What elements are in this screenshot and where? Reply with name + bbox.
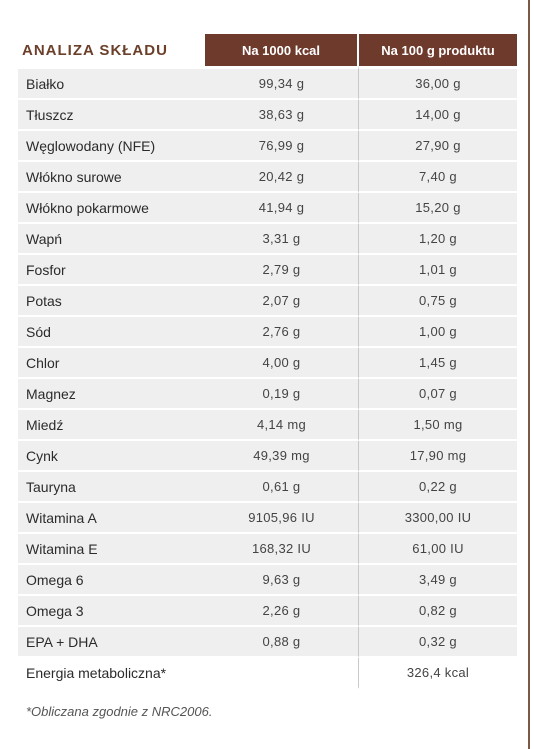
table-body: Białko 99,34 g 36,00 g Tłuszcz 38,63 g 14,00 … — [18, 66, 517, 689]
nutrient-name: EPA + DHA — [18, 627, 205, 658]
nutrient-name: Energia metaboliczna* — [18, 658, 205, 689]
table-row: Sód 2,76 g 1,00 g — [18, 317, 517, 348]
nutrient-name: Tauryna — [18, 472, 205, 503]
value-per-100-g: 3300,00 IU — [359, 503, 517, 534]
nutrient-name: Wapń — [18, 224, 205, 255]
nutrient-name: Cynk — [18, 441, 205, 472]
table-row: Włókno surowe 20,42 g 7,40 g — [18, 162, 517, 193]
table-row: Witamina A 9105,96 IU 3300,00 IU — [18, 503, 517, 534]
table-row: Miedź 4,14 mg 1,50 mg — [18, 410, 517, 441]
value-per-1000-kcal: 2,79 g — [205, 255, 359, 286]
table-row: Węglowodany (NFE) 76,99 g 27,90 g — [18, 131, 517, 162]
table-row: EPA + DHA 0,88 g 0,32 g — [18, 627, 517, 658]
nutrient-name: Miedź — [18, 410, 205, 441]
value-per-1000-kcal: 0,19 g — [205, 379, 359, 410]
value-per-100-g: 17,90 mg — [359, 441, 517, 472]
value-per-100-g: 15,20 g — [359, 193, 517, 224]
value-per-1000-kcal: 0,88 g — [205, 627, 359, 658]
value-per-1000-kcal: 3,31 g — [205, 224, 359, 255]
value-per-100-g: 1,45 g — [359, 348, 517, 379]
composition-table: ANALIZA SKŁADU Na 1000 kcal Na 100 g pro… — [18, 34, 517, 689]
value-per-100-g: 0,32 g — [359, 627, 517, 658]
table-row: Białko 99,34 g 36,00 g — [18, 66, 517, 100]
table-row: Witamina E 168,32 IU 61,00 IU — [18, 534, 517, 565]
nutrient-name: Chlor — [18, 348, 205, 379]
value-per-1000-kcal: 41,94 g — [205, 193, 359, 224]
value-per-100-g: 27,90 g — [359, 131, 517, 162]
value-per-100-g: 0,07 g — [359, 379, 517, 410]
nutrient-name: Sód — [18, 317, 205, 348]
nutrient-name: Włókno surowe — [18, 162, 205, 193]
nutrient-name: Witamina E — [18, 534, 205, 565]
value-per-100-g: 1,00 g — [359, 317, 517, 348]
table-row: Magnez 0,19 g 0,07 g — [18, 379, 517, 410]
value-per-1000-kcal: 49,39 mg — [205, 441, 359, 472]
column-header-per-1000-kcal: Na 1000 kcal — [205, 34, 359, 66]
value-per-100-g: 1,50 mg — [359, 410, 517, 441]
table-row: Potas 2,07 g 0,75 g — [18, 286, 517, 317]
table-row: Fosfor 2,79 g 1,01 g — [18, 255, 517, 286]
table-row: Omega 6 9,63 g 3,49 g — [18, 565, 517, 596]
table-title: ANALIZA SKŁADU — [18, 34, 205, 66]
value-per-100-g: 1,01 g — [359, 255, 517, 286]
table-row: Chlor 4,00 g 1,45 g — [18, 348, 517, 379]
value-per-100-g: 36,00 g — [359, 66, 517, 100]
nutrient-name: Tłuszcz — [18, 100, 205, 131]
value-per-1000-kcal: 99,34 g — [205, 66, 359, 100]
value-per-100-g: 7,40 g — [359, 162, 517, 193]
value-per-1000-kcal: 2,07 g — [205, 286, 359, 317]
nutrient-name: Potas — [18, 286, 205, 317]
table-row: Energia metaboliczna* 326,4 kcal — [18, 658, 517, 689]
table-row: Włókno pokarmowe 41,94 g 15,20 g — [18, 193, 517, 224]
column-header-per-100-g: Na 100 g produktu — [359, 34, 517, 66]
value-per-1000-kcal: 0,61 g — [205, 472, 359, 503]
value-per-100-g: 14,00 g — [359, 100, 517, 131]
nutrient-name: Omega 3 — [18, 596, 205, 627]
nutrient-name: Magnez — [18, 379, 205, 410]
value-per-100-g: 0,82 g — [359, 596, 517, 627]
nutrient-name: Witamina A — [18, 503, 205, 534]
value-per-100-g: 0,22 g — [359, 472, 517, 503]
value-per-1000-kcal: 4,14 mg — [205, 410, 359, 441]
table-header-row: ANALIZA SKŁADU Na 1000 kcal Na 100 g pro… — [18, 34, 517, 66]
value-per-1000-kcal — [205, 658, 359, 689]
table-row: Wapń 3,31 g 1,20 g — [18, 224, 517, 255]
value-per-100-g: 0,75 g — [359, 286, 517, 317]
value-per-100-g: 1,20 g — [359, 224, 517, 255]
value-per-1000-kcal: 2,76 g — [205, 317, 359, 348]
value-per-1000-kcal: 20,42 g — [205, 162, 359, 193]
nutrient-name: Włókno pokarmowe — [18, 193, 205, 224]
composition-table-wrapper: ANALIZA SKŁADU Na 1000 kcal Na 100 g pro… — [18, 34, 517, 689]
value-per-100-g: 326,4 kcal — [359, 658, 517, 689]
nutrient-name: Omega 6 — [18, 565, 205, 596]
table-row: Omega 3 2,26 g 0,82 g — [18, 596, 517, 627]
value-per-100-g: 61,00 IU — [359, 534, 517, 565]
footnote: *Obliczana zgodnie z NRC2006. — [26, 704, 213, 719]
table-row: Tauryna 0,61 g 0,22 g — [18, 472, 517, 503]
nutrient-name: Węglowodany (NFE) — [18, 131, 205, 162]
table-row: Tłuszcz 38,63 g 14,00 g — [18, 100, 517, 131]
table-row: Cynk 49,39 mg 17,90 mg — [18, 441, 517, 472]
value-per-1000-kcal: 38,63 g — [205, 100, 359, 131]
right-border-rule — [528, 0, 530, 749]
value-per-1000-kcal: 76,99 g — [205, 131, 359, 162]
value-per-1000-kcal: 9105,96 IU — [205, 503, 359, 534]
value-per-1000-kcal: 168,32 IU — [205, 534, 359, 565]
value-per-1000-kcal: 2,26 g — [205, 596, 359, 627]
value-per-1000-kcal: 9,63 g — [205, 565, 359, 596]
nutrient-name: Białko — [18, 66, 205, 100]
value-per-1000-kcal: 4,00 g — [205, 348, 359, 379]
nutrient-name: Fosfor — [18, 255, 205, 286]
value-per-100-g: 3,49 g — [359, 565, 517, 596]
